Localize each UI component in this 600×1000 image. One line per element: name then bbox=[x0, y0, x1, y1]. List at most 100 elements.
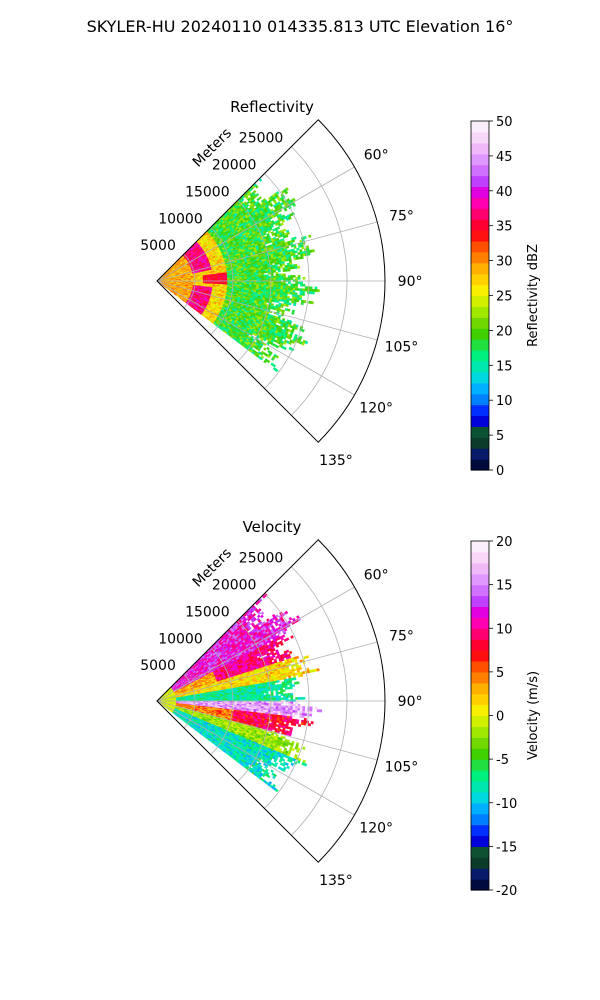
colorbar-swatch bbox=[471, 682, 489, 695]
colorbar-swatch bbox=[471, 415, 489, 427]
colorbar-swatch bbox=[471, 617, 489, 629]
colorbar-swatch bbox=[471, 606, 489, 618]
colorbar-swatch bbox=[471, 382, 489, 395]
colorbar-swatch bbox=[471, 770, 489, 782]
colorbar-swatch bbox=[471, 639, 489, 651]
colorbar-swatch bbox=[471, 835, 489, 847]
figure-title: SKYLER-HU 20240110 014335.813 UTC Elevat… bbox=[87, 17, 514, 36]
range-tick-label: 20000 bbox=[212, 578, 257, 594]
azimuth-tick-label: 120° bbox=[359, 401, 393, 417]
colorbar: -20 -15 -10 -5 0 5 10 15 20 Velocity (m/s) bbox=[470, 535, 541, 899]
colorbar-tick-label: 15 bbox=[496, 359, 513, 374]
colorbar-label: Reflectivity dBZ bbox=[526, 244, 541, 347]
colorbar-swatch bbox=[471, 306, 489, 318]
colorbar-swatch bbox=[471, 426, 489, 438]
azimuth-gridline bbox=[156, 586, 355, 702]
azimuth-tick-label: 90° bbox=[398, 694, 423, 710]
colorbar-swatch bbox=[471, 541, 489, 553]
colorbar-swatch bbox=[471, 208, 489, 220]
colorbar-tick-label: 5 bbox=[496, 666, 504, 681]
colorbar-tick-label: -5 bbox=[496, 753, 509, 768]
colorbar-swatch bbox=[471, 715, 489, 728]
colorbar-swatch bbox=[471, 693, 489, 706]
colorbar-swatch bbox=[471, 846, 489, 858]
azimuth-tick-label: 75° bbox=[389, 628, 414, 644]
colorbar-tick-label: 20 bbox=[496, 324, 513, 339]
velocity-panel: Velocity 5000 10000 15000 20000 25000 60° 75° 90… bbox=[140, 518, 541, 899]
colorbar-swatch bbox=[471, 791, 489, 804]
colorbar-swatch bbox=[471, 328, 489, 340]
colorbar-tick-label: 25 bbox=[496, 290, 513, 305]
colorbar-tick-label: 35 bbox=[496, 220, 513, 235]
azimuth-tick-label: 90° bbox=[398, 274, 423, 290]
colorbar-tick-label: 15 bbox=[496, 579, 513, 594]
colorbar-swatch bbox=[471, 671, 489, 684]
colorbar-swatch bbox=[471, 660, 489, 673]
colorbar-swatch bbox=[471, 240, 489, 253]
colorbar-swatch bbox=[471, 879, 489, 891]
colorbar-tick-label: 10 bbox=[496, 394, 513, 409]
colorbar-swatch bbox=[471, 824, 489, 837]
colorbar-swatch bbox=[471, 726, 489, 738]
azimuth-gridline bbox=[156, 280, 378, 341]
colorbar-swatch bbox=[471, 857, 489, 869]
colorbar-swatch bbox=[471, 317, 489, 329]
colorbar-tick-label: 50 bbox=[496, 115, 513, 130]
azimuth-gridline bbox=[156, 700, 378, 761]
reflectivity-panel: Reflectivity 5000 10000 15000 20000 25000 60° 7… bbox=[140, 98, 541, 479]
colorbar-swatch bbox=[471, 802, 489, 815]
colorbar-tick-label: 5 bbox=[496, 429, 504, 444]
colorbar-tick-label: 0 bbox=[496, 710, 504, 725]
colorbar-swatch bbox=[471, 371, 489, 384]
azimuth-gridline bbox=[156, 641, 378, 702]
azimuth-tick-label: 60° bbox=[364, 567, 389, 583]
colorbar-tick-label: -20 bbox=[496, 884, 517, 899]
colorbar-swatch bbox=[471, 219, 489, 231]
colorbar-swatch bbox=[471, 131, 489, 144]
colorbar-swatch bbox=[471, 404, 489, 417]
colorbar-swatch bbox=[471, 459, 489, 471]
colorbar-swatch bbox=[471, 284, 489, 297]
colorbar-swatch bbox=[471, 628, 489, 640]
colorbar-swatch bbox=[471, 230, 489, 242]
colorbar-tick-label: 10 bbox=[496, 622, 513, 637]
range-tick-label: 10000 bbox=[158, 631, 203, 647]
azimuth-tick-label: 105° bbox=[385, 340, 419, 356]
azimuth-gridline bbox=[156, 700, 355, 816]
colorbar-swatch bbox=[471, 650, 489, 662]
sector-frame bbox=[156, 119, 386, 443]
colorbar-swatch bbox=[471, 350, 489, 362]
colorbar-swatch bbox=[471, 393, 489, 406]
colorbar-swatch bbox=[471, 759, 489, 771]
colorbar-tick-label: -10 bbox=[496, 797, 517, 812]
colorbar-tick-label: 0 bbox=[496, 464, 504, 479]
range-tick-label: 25000 bbox=[239, 551, 284, 567]
azimuth-tick-label: 75° bbox=[389, 208, 414, 224]
colorbar-swatch bbox=[471, 551, 489, 564]
colorbar-tick-label: 20 bbox=[496, 535, 513, 550]
colorbar-swatch bbox=[471, 737, 489, 749]
range-tick-label: 5000 bbox=[140, 238, 176, 254]
azimuth-gridline bbox=[156, 280, 355, 396]
range-tick-label: 15000 bbox=[185, 604, 230, 620]
colorbar-swatch bbox=[471, 121, 489, 133]
panel-title: Reflectivity bbox=[230, 98, 314, 116]
azimuth-tick-label: 135° bbox=[319, 453, 353, 469]
colorbar-tick-label: 40 bbox=[496, 185, 513, 200]
colorbar-swatch bbox=[471, 164, 489, 177]
colorbar-swatch bbox=[471, 573, 489, 586]
colorbar-swatch bbox=[471, 748, 489, 760]
azimuth-tick-label: 60° bbox=[364, 147, 389, 163]
azimuth-gridline bbox=[156, 166, 355, 282]
range-tick-label: 10000 bbox=[158, 211, 203, 227]
colorbar-swatch bbox=[471, 813, 489, 826]
colorbar-swatch bbox=[471, 448, 489, 460]
azimuth-tick-label: 105° bbox=[385, 760, 419, 776]
range-tick-label: 25000 bbox=[239, 131, 284, 147]
colorbar-swatch bbox=[471, 273, 489, 286]
colorbar-swatch bbox=[471, 153, 489, 166]
colorbar-swatch bbox=[471, 360, 489, 373]
panel-title: Velocity bbox=[243, 518, 302, 536]
colorbar-swatch bbox=[471, 780, 489, 793]
